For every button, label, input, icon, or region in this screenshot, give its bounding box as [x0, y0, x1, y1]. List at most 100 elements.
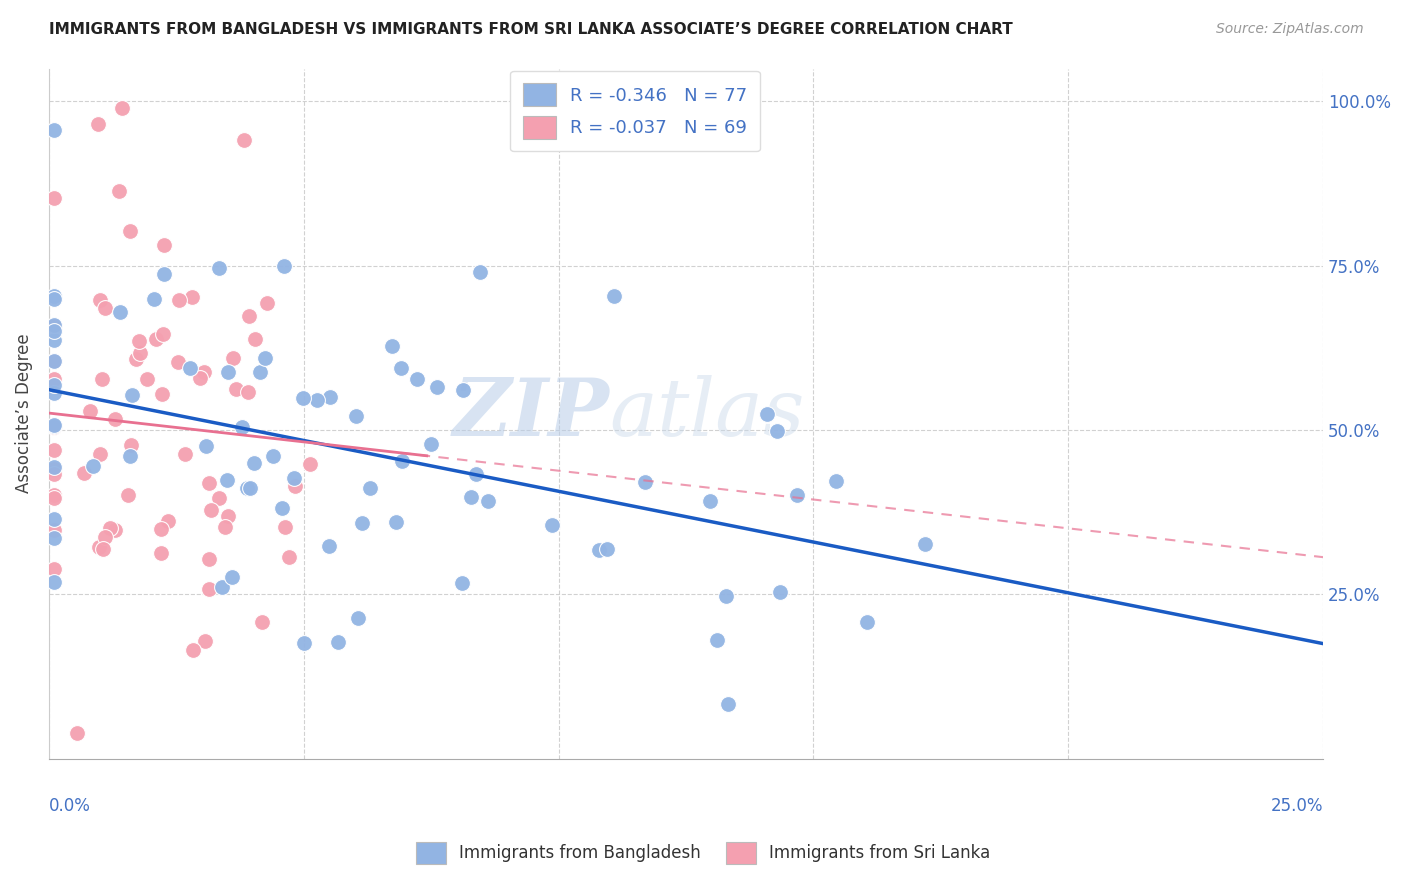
Point: [42, 512, 65, 526]
Point: [108, 185, 131, 199]
Point: [108, 304, 131, 318]
Point: [273, 260, 295, 274]
Point: [42, 354, 65, 368]
Point: [326, 635, 349, 649]
Point: [914, 536, 936, 550]
Point: [42, 419, 65, 434]
Point: [82, 458, 104, 473]
Point: [299, 457, 322, 471]
Point: [173, 447, 195, 461]
Point: [42, 491, 65, 506]
Point: [87, 117, 110, 131]
Point: [381, 339, 404, 353]
Point: [152, 267, 174, 281]
Point: [42, 372, 65, 386]
Legend: R = -0.346   N = 77, R = -0.037   N = 69: R = -0.346 N = 77, R = -0.037 N = 69: [510, 70, 759, 152]
Point: [198, 476, 221, 491]
Point: [256, 296, 278, 310]
Point: [359, 481, 381, 495]
Point: [262, 449, 284, 463]
Point: [153, 238, 176, 252]
Point: [856, 615, 879, 630]
Point: [236, 482, 259, 496]
Legend: Immigrants from Bangladesh, Immigrants from Sri Lanka: Immigrants from Bangladesh, Immigrants f…: [409, 836, 997, 871]
Point: [786, 488, 808, 502]
Point: [389, 360, 412, 375]
Point: [42, 561, 65, 575]
Point: [253, 351, 276, 366]
Point: [42, 420, 65, 434]
Text: ZIP: ZIP: [453, 375, 610, 452]
Point: [451, 576, 474, 591]
Point: [238, 309, 260, 323]
Point: [42, 442, 65, 457]
Point: [42, 123, 65, 137]
Point: [277, 549, 299, 564]
Point: [42, 467, 65, 482]
Point: [344, 409, 367, 423]
Point: [406, 372, 429, 386]
Point: [93, 530, 115, 544]
Point: [716, 589, 738, 603]
Point: [291, 391, 314, 405]
Point: [236, 384, 259, 399]
Point: [90, 371, 112, 385]
Point: [87, 540, 110, 554]
Point: [42, 318, 65, 333]
Point: [156, 514, 179, 528]
Point: [391, 453, 413, 467]
Point: [128, 334, 150, 348]
Point: [118, 449, 141, 463]
Point: [717, 697, 740, 711]
Point: [769, 584, 792, 599]
Point: [465, 467, 488, 482]
Point: [283, 471, 305, 485]
Point: [352, 516, 374, 530]
Point: [249, 365, 271, 379]
Point: [825, 475, 848, 489]
Y-axis label: Associate’s Degree: Associate’s Degree: [15, 334, 32, 493]
Point: [89, 293, 111, 307]
Point: [94, 301, 117, 316]
Point: [243, 331, 266, 345]
Point: [42, 418, 65, 433]
Point: [273, 520, 295, 534]
Point: [42, 488, 65, 502]
Point: [42, 386, 65, 401]
Point: [270, 500, 292, 515]
Point: [183, 643, 205, 657]
Point: [103, 523, 125, 537]
Point: [214, 520, 236, 534]
Point: [117, 488, 139, 502]
Point: [588, 543, 610, 558]
Point: [42, 319, 65, 334]
Point: [217, 366, 239, 380]
Point: [188, 370, 211, 384]
Point: [215, 473, 238, 487]
Text: 25.0%: 25.0%: [1271, 797, 1323, 814]
Point: [42, 531, 65, 545]
Point: [104, 412, 127, 426]
Point: [766, 424, 789, 438]
Point: [121, 388, 143, 402]
Point: [89, 447, 111, 461]
Point: [120, 438, 142, 452]
Point: [755, 408, 778, 422]
Point: [42, 460, 65, 475]
Text: atlas: atlas: [610, 375, 806, 452]
Point: [42, 462, 65, 476]
Point: [150, 387, 173, 401]
Point: [150, 546, 173, 560]
Point: [128, 346, 150, 360]
Point: [198, 552, 221, 566]
Point: [79, 404, 101, 418]
Point: [239, 481, 262, 495]
Point: [634, 475, 657, 490]
Point: [347, 611, 370, 625]
Point: [468, 265, 491, 279]
Point: [42, 523, 65, 537]
Point: [179, 360, 201, 375]
Point: [142, 292, 165, 306]
Point: [120, 224, 142, 238]
Point: [42, 292, 65, 306]
